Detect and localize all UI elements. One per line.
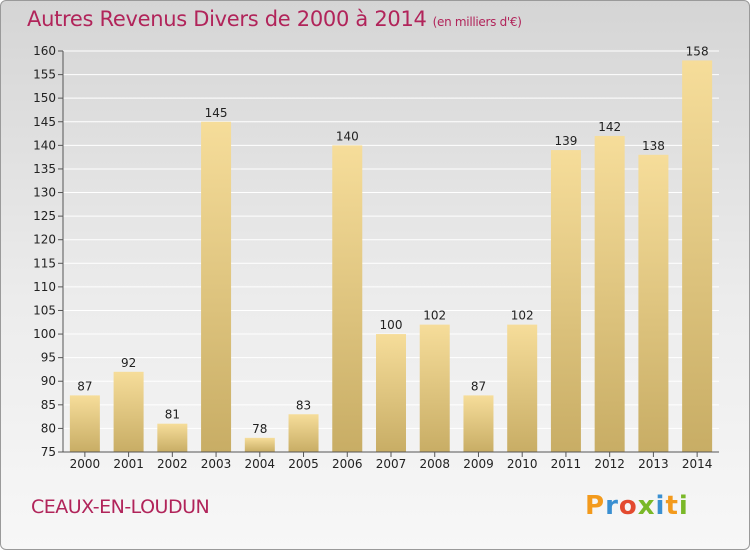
x-tick-label: 2006 xyxy=(332,457,363,471)
logo-letter: P xyxy=(585,491,606,521)
y-tick-label: 155 xyxy=(33,68,56,82)
bar xyxy=(682,60,713,452)
data-label: 100 xyxy=(380,318,403,332)
x-tick-label: 2011 xyxy=(551,457,582,471)
x-tick-label: 2005 xyxy=(288,457,319,471)
proxiti-logo: Proxiti xyxy=(585,491,689,521)
bar xyxy=(201,121,232,452)
x-tick-label: 2009 xyxy=(463,457,494,471)
bar xyxy=(244,437,275,452)
x-tick-label: 2001 xyxy=(113,457,144,471)
y-tick-label: 100 xyxy=(33,327,56,341)
x-tick-label: 2010 xyxy=(507,457,538,471)
y-tick-label: 135 xyxy=(33,162,56,176)
x-tick-label: 2008 xyxy=(419,457,450,471)
y-tick-label: 75 xyxy=(41,445,56,459)
logo-letter: r xyxy=(605,491,619,521)
bar xyxy=(419,324,450,452)
x-tick-label: 2004 xyxy=(245,457,276,471)
logo-letter: i xyxy=(678,491,689,521)
bar xyxy=(550,150,581,452)
bar xyxy=(638,154,669,452)
data-label: 102 xyxy=(423,309,446,323)
y-tick-label: 145 xyxy=(33,115,56,129)
data-label: 140 xyxy=(336,129,359,143)
data-label: 158 xyxy=(686,44,709,58)
y-tick-label: 115 xyxy=(33,256,56,270)
bar xyxy=(594,135,625,452)
y-tick-label: 140 xyxy=(33,138,56,152)
x-tick-label: 2000 xyxy=(70,457,101,471)
data-label: 142 xyxy=(598,120,621,134)
bar xyxy=(69,395,100,452)
bars xyxy=(69,60,713,452)
data-label: 138 xyxy=(642,139,665,153)
y-tick-label: 110 xyxy=(33,280,56,294)
data-label: 78 xyxy=(252,422,267,436)
place-name: CEAUX-EN-LOUDUN xyxy=(31,496,210,518)
data-label: 81 xyxy=(165,408,180,422)
bar xyxy=(507,324,538,452)
logo-letter: t xyxy=(665,491,679,521)
x-tick-label: 2002 xyxy=(157,457,188,471)
x-tick-label: 2013 xyxy=(638,457,669,471)
labels: 75 80 85 90 95 100 105 110 115 120 125 130 135 140 145… xyxy=(33,44,712,471)
bar xyxy=(376,334,406,452)
data-label: 87 xyxy=(471,379,486,393)
data-label: 87 xyxy=(77,379,92,393)
y-tick-label: 85 xyxy=(41,398,56,412)
bar xyxy=(332,145,363,452)
axes xyxy=(58,50,719,457)
chart-title-text: Autres Revenus Divers de 2000 à 2014 xyxy=(27,7,427,31)
data-label: 83 xyxy=(296,398,311,412)
x-tick-label: 2012 xyxy=(594,457,625,471)
bar xyxy=(113,371,144,452)
bar xyxy=(157,423,188,452)
data-label: 102 xyxy=(511,309,534,323)
logo-letter: i xyxy=(655,491,666,521)
data-label: 92 xyxy=(121,356,136,370)
data-label: 139 xyxy=(554,134,577,148)
bar xyxy=(288,414,319,452)
y-tick-label: 105 xyxy=(33,303,56,317)
y-tick-label: 130 xyxy=(33,186,56,200)
x-tick-label: 2003 xyxy=(201,457,232,471)
y-tick-label: 95 xyxy=(41,351,56,365)
y-tick-label: 160 xyxy=(33,44,56,58)
y-tick-label: 125 xyxy=(33,209,56,223)
x-tick-label: 2007 xyxy=(376,457,407,471)
bar xyxy=(463,395,494,452)
y-tick-label: 90 xyxy=(41,374,56,388)
y-tick-label: 120 xyxy=(33,233,56,247)
logo-letter: o xyxy=(618,491,638,521)
chart-unit-note: (en milliers d'€) xyxy=(432,15,522,29)
y-tick-label: 80 xyxy=(41,421,56,435)
y-tick-label: 150 xyxy=(33,91,56,105)
logo-letter: x xyxy=(637,491,656,521)
data-label: 145 xyxy=(205,106,228,120)
x-tick-label: 2014 xyxy=(682,457,713,471)
chart-title: Autres Revenus Divers de 2000 à 2014 (en … xyxy=(27,7,522,31)
